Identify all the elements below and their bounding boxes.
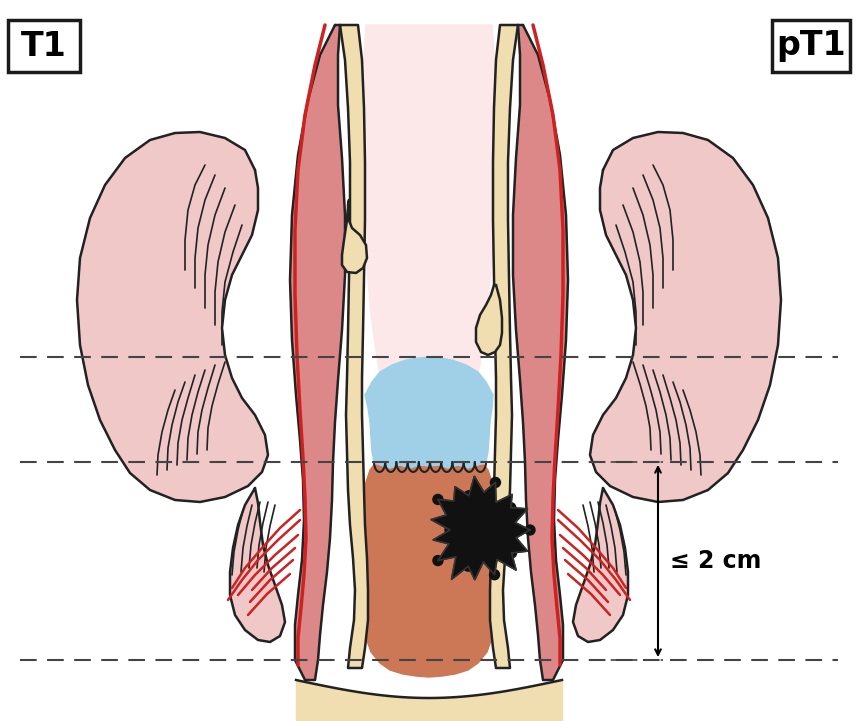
Text: ≤ 2 cm: ≤ 2 cm <box>670 549 761 573</box>
Polygon shape <box>230 488 285 642</box>
Text: T1: T1 <box>21 30 67 63</box>
Circle shape <box>445 525 455 535</box>
Polygon shape <box>476 285 502 355</box>
Circle shape <box>433 495 443 505</box>
Text: pT1: pT1 <box>776 30 846 63</box>
Circle shape <box>506 548 517 558</box>
Polygon shape <box>77 132 268 502</box>
Polygon shape <box>358 465 500 677</box>
FancyBboxPatch shape <box>772 20 850 72</box>
Circle shape <box>463 561 474 571</box>
Circle shape <box>464 491 474 501</box>
Polygon shape <box>590 132 781 502</box>
Polygon shape <box>431 477 530 580</box>
Polygon shape <box>340 25 368 668</box>
FancyBboxPatch shape <box>8 20 80 72</box>
Polygon shape <box>365 357 493 468</box>
Circle shape <box>505 503 516 513</box>
Polygon shape <box>573 488 628 642</box>
Polygon shape <box>342 200 367 273</box>
Polygon shape <box>513 25 568 680</box>
Circle shape <box>490 570 499 580</box>
Polygon shape <box>290 25 345 680</box>
Circle shape <box>525 525 535 535</box>
Circle shape <box>491 477 500 487</box>
Polygon shape <box>361 25 497 448</box>
Circle shape <box>433 556 443 565</box>
Polygon shape <box>490 25 518 668</box>
